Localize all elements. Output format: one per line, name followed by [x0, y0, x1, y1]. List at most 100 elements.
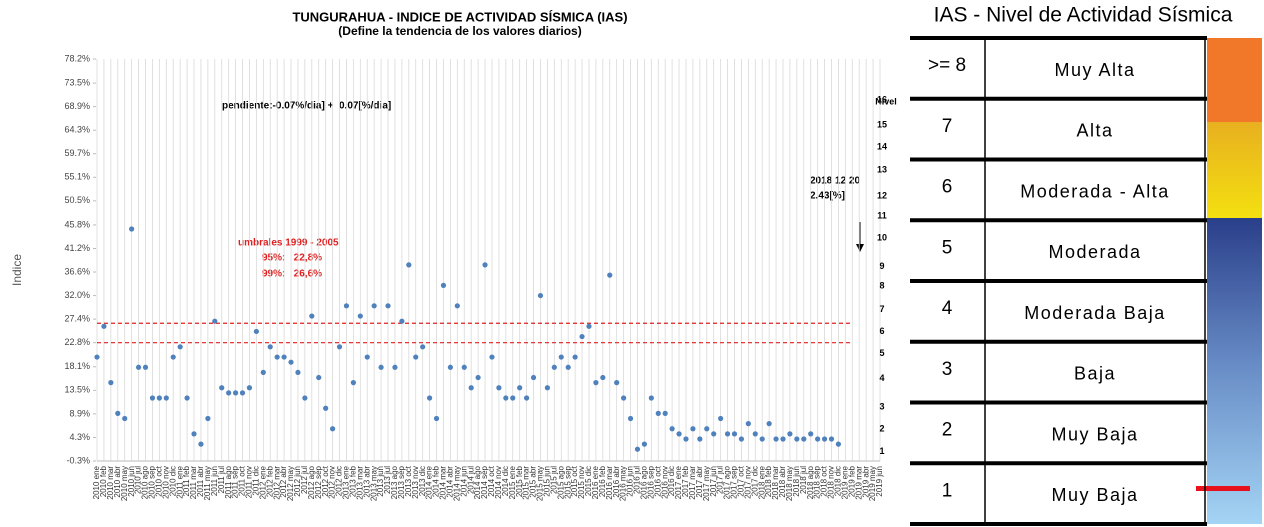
x-tick-label: 2014 jun: [459, 466, 468, 497]
x-tick-label: 2015 feb: [515, 465, 524, 497]
x-tick-label: 2014 dic: [501, 466, 510, 496]
x-tick-label: 2015 jul: [549, 466, 558, 494]
data-point: [752, 431, 758, 437]
x-tick-label: 2013 may: [369, 466, 378, 501]
data-point: [364, 354, 370, 360]
data-point: [544, 385, 550, 391]
x-tick-label: 2011 may: [203, 466, 212, 501]
data-point: [815, 436, 821, 442]
data-point: [427, 395, 433, 401]
x-tick-label: 2014 ene: [425, 465, 434, 499]
y-tick-label: 64.3%: [64, 125, 90, 135]
data-point: [239, 390, 246, 396]
x-tick-label: 2016 jun: [626, 466, 635, 497]
x-tick-label: 2015 mar: [522, 466, 531, 500]
y2-tick-label: 2: [879, 424, 884, 434]
x-tick-label: 2018 may: [785, 466, 794, 501]
y-tick-label: 32.0%: [64, 290, 90, 300]
data-point: [718, 415, 724, 422]
x-tick-label: 2018 abr: [778, 466, 787, 498]
data-point: [198, 441, 204, 447]
y-tick-label: 73.5%: [64, 77, 90, 87]
x-tick-label: 2013 mar: [355, 466, 364, 500]
data-point: [371, 303, 377, 309]
x-tick-label: 2013 ago: [390, 465, 399, 499]
chart-subtitle: (Define la tendencia de los valores diar…: [338, 24, 581, 38]
x-tick-label: 2010 ene: [92, 465, 101, 499]
data-point: [420, 344, 426, 350]
data-point: [572, 354, 578, 360]
data-point: [496, 385, 502, 391]
y2-tick-label: 10: [877, 233, 887, 243]
x-tick-label: 2015 dic: [584, 466, 593, 496]
data-point: [641, 441, 648, 447]
level-name: Moderada Baja: [1024, 303, 1166, 323]
data-point: [302, 395, 308, 401]
x-tick-label: 2012 feb: [265, 465, 274, 497]
data-point: [316, 374, 322, 381]
level-number: 4: [942, 298, 953, 319]
x-tick-label: 2013 ene: [342, 465, 351, 499]
level-number: 3: [942, 359, 953, 380]
data-point: [163, 395, 169, 401]
x-tick-label: 2014 jul: [466, 466, 475, 494]
x-tick-label: 2013 jun: [376, 466, 385, 497]
x-tick-label: 2011 ago: [224, 465, 233, 498]
y-tick-label: -0.3%: [66, 455, 90, 465]
data-point: [787, 431, 793, 437]
data-point: [648, 395, 654, 401]
threshold-99: 99%: 26,6%: [262, 269, 322, 280]
x-tick-label: 2010 sep: [148, 465, 157, 498]
x-tick-label: 2010 oct: [154, 465, 163, 496]
level-name: Alta: [1076, 121, 1113, 141]
threshold-95: 95%: 22,8%: [262, 253, 322, 264]
data-point: [773, 436, 779, 442]
x-tick-label: 2015 oct: [570, 465, 579, 496]
data-point: [267, 344, 273, 350]
level-number: 1: [942, 480, 953, 501]
x-tick-label: 2018 dic: [834, 466, 843, 496]
data-point: [676, 431, 682, 437]
data-point: [697, 436, 703, 442]
x-tick-label: 2017 jun: [709, 466, 718, 497]
x-tick-label: 2013 feb: [348, 465, 357, 497]
y-tick-label: 68.9%: [64, 101, 90, 111]
x-tick-label: 2013 jul: [383, 466, 392, 494]
x-tick-label: 2015 sep: [563, 465, 572, 498]
x-tick-label: 2010 jun: [127, 466, 136, 497]
x-tick-label: 2016 ene: [591, 465, 600, 499]
x-tick-label: 2018 oct: [820, 465, 829, 496]
data-point: [343, 303, 350, 309]
data-point: [510, 395, 516, 401]
x-tick-label: 2018 ene: [757, 465, 766, 499]
x-tick-label: 2014 feb: [432, 465, 441, 497]
level-name: Moderada: [1048, 242, 1141, 262]
data-point: [711, 431, 717, 437]
data-point: [94, 354, 100, 360]
x-tick-label: 2012 jun: [293, 466, 302, 497]
data-point: [205, 415, 211, 422]
x-tick-label: 2017 may: [702, 466, 711, 501]
y-tick-label: 22.8%: [64, 337, 90, 347]
data-point: [731, 431, 738, 437]
y2-tick-label: 13: [877, 165, 887, 175]
x-tick-label: 2019 ene: [840, 465, 849, 499]
x-tick-label: 2019 feb: [847, 465, 856, 497]
data-point: [336, 344, 343, 350]
data-point: [115, 410, 121, 416]
x-tick-label: 2011 nov: [245, 466, 254, 498]
data-point: [551, 364, 557, 370]
data-point: [766, 421, 772, 427]
data-point: [565, 364, 571, 370]
level-number: 7: [942, 116, 953, 137]
x-tick-label: 2014 ago: [473, 465, 482, 499]
data-point: [212, 318, 218, 324]
data-point: [759, 436, 765, 442]
x-tick-label: 2014 sep: [480, 465, 489, 498]
y2-axis-label: Nivel: [875, 96, 897, 106]
current-level-marker: [1196, 486, 1250, 491]
data-point: [413, 354, 419, 360]
y-tick-label: 13.5%: [64, 385, 90, 395]
x-tick-label: 2012 may: [286, 466, 295, 501]
data-point: [142, 364, 149, 370]
